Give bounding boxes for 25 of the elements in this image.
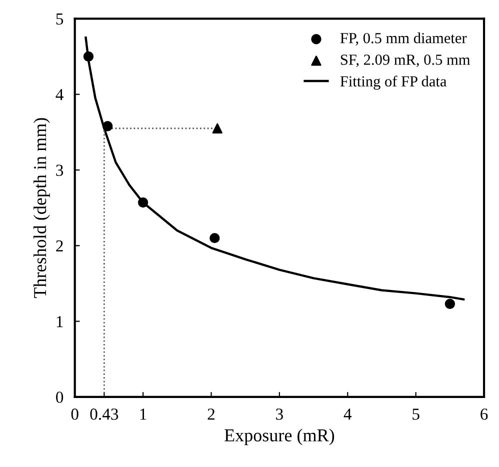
point: [83, 51, 94, 62]
point: [212, 123, 222, 134]
legend-label: FP, 0.5 mm diameter: [340, 32, 467, 46]
legend-label: Fitting of FP data: [340, 76, 447, 90]
y-tick-label: 4: [56, 89, 64, 100]
x-tick-label: 3: [276, 408, 283, 420]
y-tick-label: 1: [56, 316, 63, 328]
y-axis-title: Threshold (depth in mm): [33, 118, 50, 298]
x-tick-label: 1: [140, 408, 146, 420]
point: [444, 298, 456, 309]
x-tick-label: 2: [208, 408, 214, 420]
x-tick-label: 0.43: [90, 408, 118, 420]
point: [138, 197, 148, 208]
x-tick-label: 0: [71, 408, 78, 420]
y-tick-label: 5: [56, 14, 64, 25]
x-tick-label: 5: [412, 408, 420, 420]
legend-label: SF, 2.09 mR, 0.5 mm: [340, 54, 470, 68]
point: [102, 121, 113, 132]
x-tick-label: 6: [480, 408, 488, 420]
y-tick-label: 0: [56, 392, 64, 403]
y-tick-label: 2: [56, 240, 63, 252]
y-tick-label: 3: [56, 164, 64, 176]
x-axis-title: Exposure (mR): [224, 428, 334, 446]
point: [210, 232, 220, 244]
x-tick-label: 4: [344, 408, 352, 420]
